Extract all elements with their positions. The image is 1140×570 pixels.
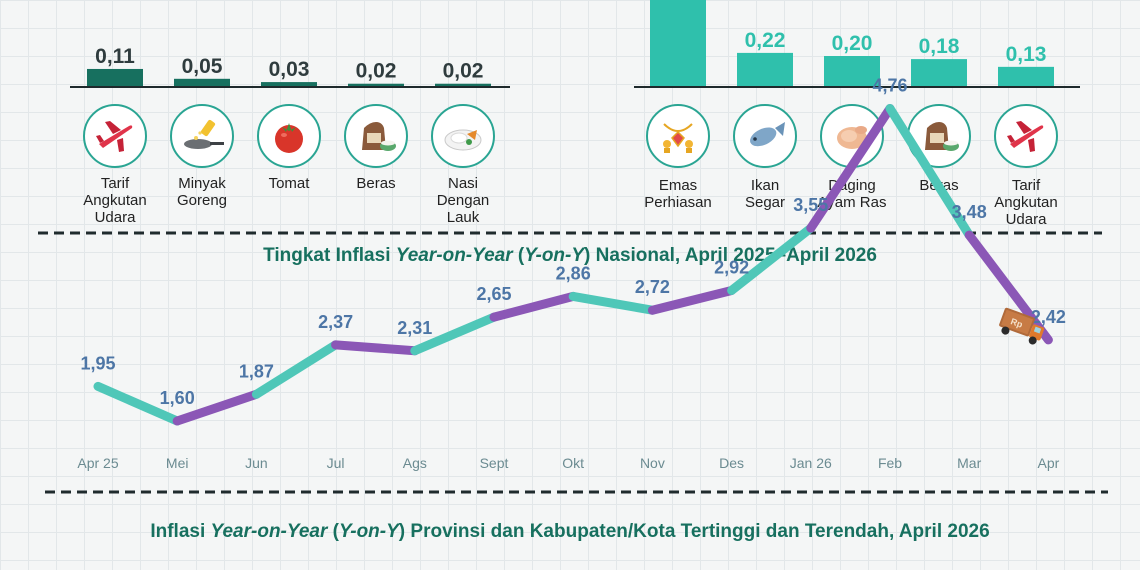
bar-4 (348, 83, 404, 87)
gold-jewelry-icon (646, 104, 710, 168)
bar-1 (87, 68, 143, 87)
category-label: Tomat (269, 175, 311, 192)
bar-value-label: 0,13 (1006, 43, 1047, 66)
bar-value-label: 0,11 (95, 45, 135, 68)
month-tick-label: Mei (166, 455, 189, 471)
month-tick-label: Mar (957, 455, 981, 471)
month-tick-label: Jun (245, 455, 268, 471)
line-point-label: 2,42 (1031, 307, 1066, 327)
line-segment-5 (410, 312, 499, 356)
rice-plate-icon (431, 104, 495, 168)
rice-sack-icon (907, 104, 971, 168)
line-point-label: 2,72 (635, 277, 670, 297)
line-point-label: 2,92 (714, 257, 749, 277)
bar-value-label: 0,03 (269, 58, 310, 81)
month-tick-label: Sept (480, 455, 509, 471)
truck-label: Rp (1009, 316, 1024, 330)
bar-5 (998, 66, 1054, 87)
month-tick-label: Jan 26 (790, 455, 832, 471)
month-tick-label: Ags (403, 455, 427, 471)
bar-1 (650, 0, 706, 87)
bar-4 (911, 59, 967, 87)
month-tick-label: Jul (327, 455, 345, 471)
month-tick-label: Apr (1038, 455, 1060, 471)
line-point-label: 1,95 (80, 353, 115, 373)
line-segment-11 (885, 103, 974, 240)
left-bar-chart: 0,11 Tarif Angkutan Udara 0,05 Minyak Goreng 0,… (83, 45, 495, 226)
bar-2 (737, 52, 793, 87)
line-segment-7 (568, 291, 657, 315)
category-label: Tarif Angkutan Udara (994, 177, 1057, 228)
month-tick-label: Apr 25 (77, 455, 118, 471)
bar-value-label: 0,18 (919, 35, 960, 58)
category-label: Nasi Dengan Lauk (437, 175, 490, 226)
airplane-icon (83, 104, 147, 168)
bar-3 (824, 56, 880, 87)
line-segment-12 (964, 230, 1053, 345)
line-segment-4 (331, 340, 420, 356)
bar-value-label: 0,02 (443, 60, 484, 83)
bar-2 (174, 78, 230, 87)
bar-3 (261, 82, 317, 87)
bar-5 (435, 83, 491, 87)
rice-sack-icon (344, 104, 408, 168)
line-point-label: 1,87 (239, 361, 274, 381)
category-label: Tarif Angkutan Udara (83, 175, 146, 226)
delivery-truck-icon: Rp (999, 307, 1045, 345)
category-label: Beras (356, 175, 395, 192)
line-segment-9 (727, 223, 816, 295)
line-point-label: 2,65 (476, 284, 511, 304)
fish-icon (733, 104, 797, 168)
line-point-label: 2,86 (556, 263, 591, 283)
line-segment-8 (647, 285, 737, 315)
line-segment-3 (251, 340, 341, 399)
bar-value-label: 0,22 (745, 29, 786, 52)
tomato-icon (257, 104, 321, 168)
category-label: Minyak Goreng (177, 175, 227, 209)
line-segment-2 (172, 389, 261, 426)
month-tick-label: Des (719, 455, 744, 471)
line-segment-6 (489, 291, 578, 322)
line-segment-1 (93, 381, 182, 426)
line-segment-10 (806, 103, 895, 233)
line-point-label: 4,76 (872, 75, 907, 95)
line-point-label: 3,48 (952, 202, 987, 222)
line-point-label: 3,55 (793, 195, 828, 215)
line-chart-title: Tingkat Inflasi Year-on-Year (Y-on-Y) Na… (263, 245, 877, 266)
airplane-icon (994, 104, 1058, 168)
month-tick-label: Okt (562, 455, 584, 471)
bar-value-label: 0,02 (356, 60, 397, 83)
month-tick-label: Nov (640, 455, 665, 471)
line-point-label: 2,37 (318, 312, 353, 332)
category-label: Ikan Segar (745, 177, 785, 211)
line-point-label: 1,60 (160, 388, 195, 408)
line-point-label: 2,31 (397, 318, 432, 338)
bottom-section-title: Inflasi Year-on-Year (Y-on-Y) Provinsi d… (150, 521, 989, 542)
category-label: Emas Perhiasan (644, 177, 712, 211)
national-inflation-line-chart: 1,95 Apr 25 1,60 Mei 1,87 Jun 2,37 Jul 2,31 Ags 2,… (77, 75, 1066, 471)
bar-value-label: 0,20 (832, 32, 873, 55)
bar-value-label: 0,05 (182, 55, 223, 78)
frying-pan-icon (170, 104, 234, 168)
month-tick-label: Feb (878, 455, 902, 471)
